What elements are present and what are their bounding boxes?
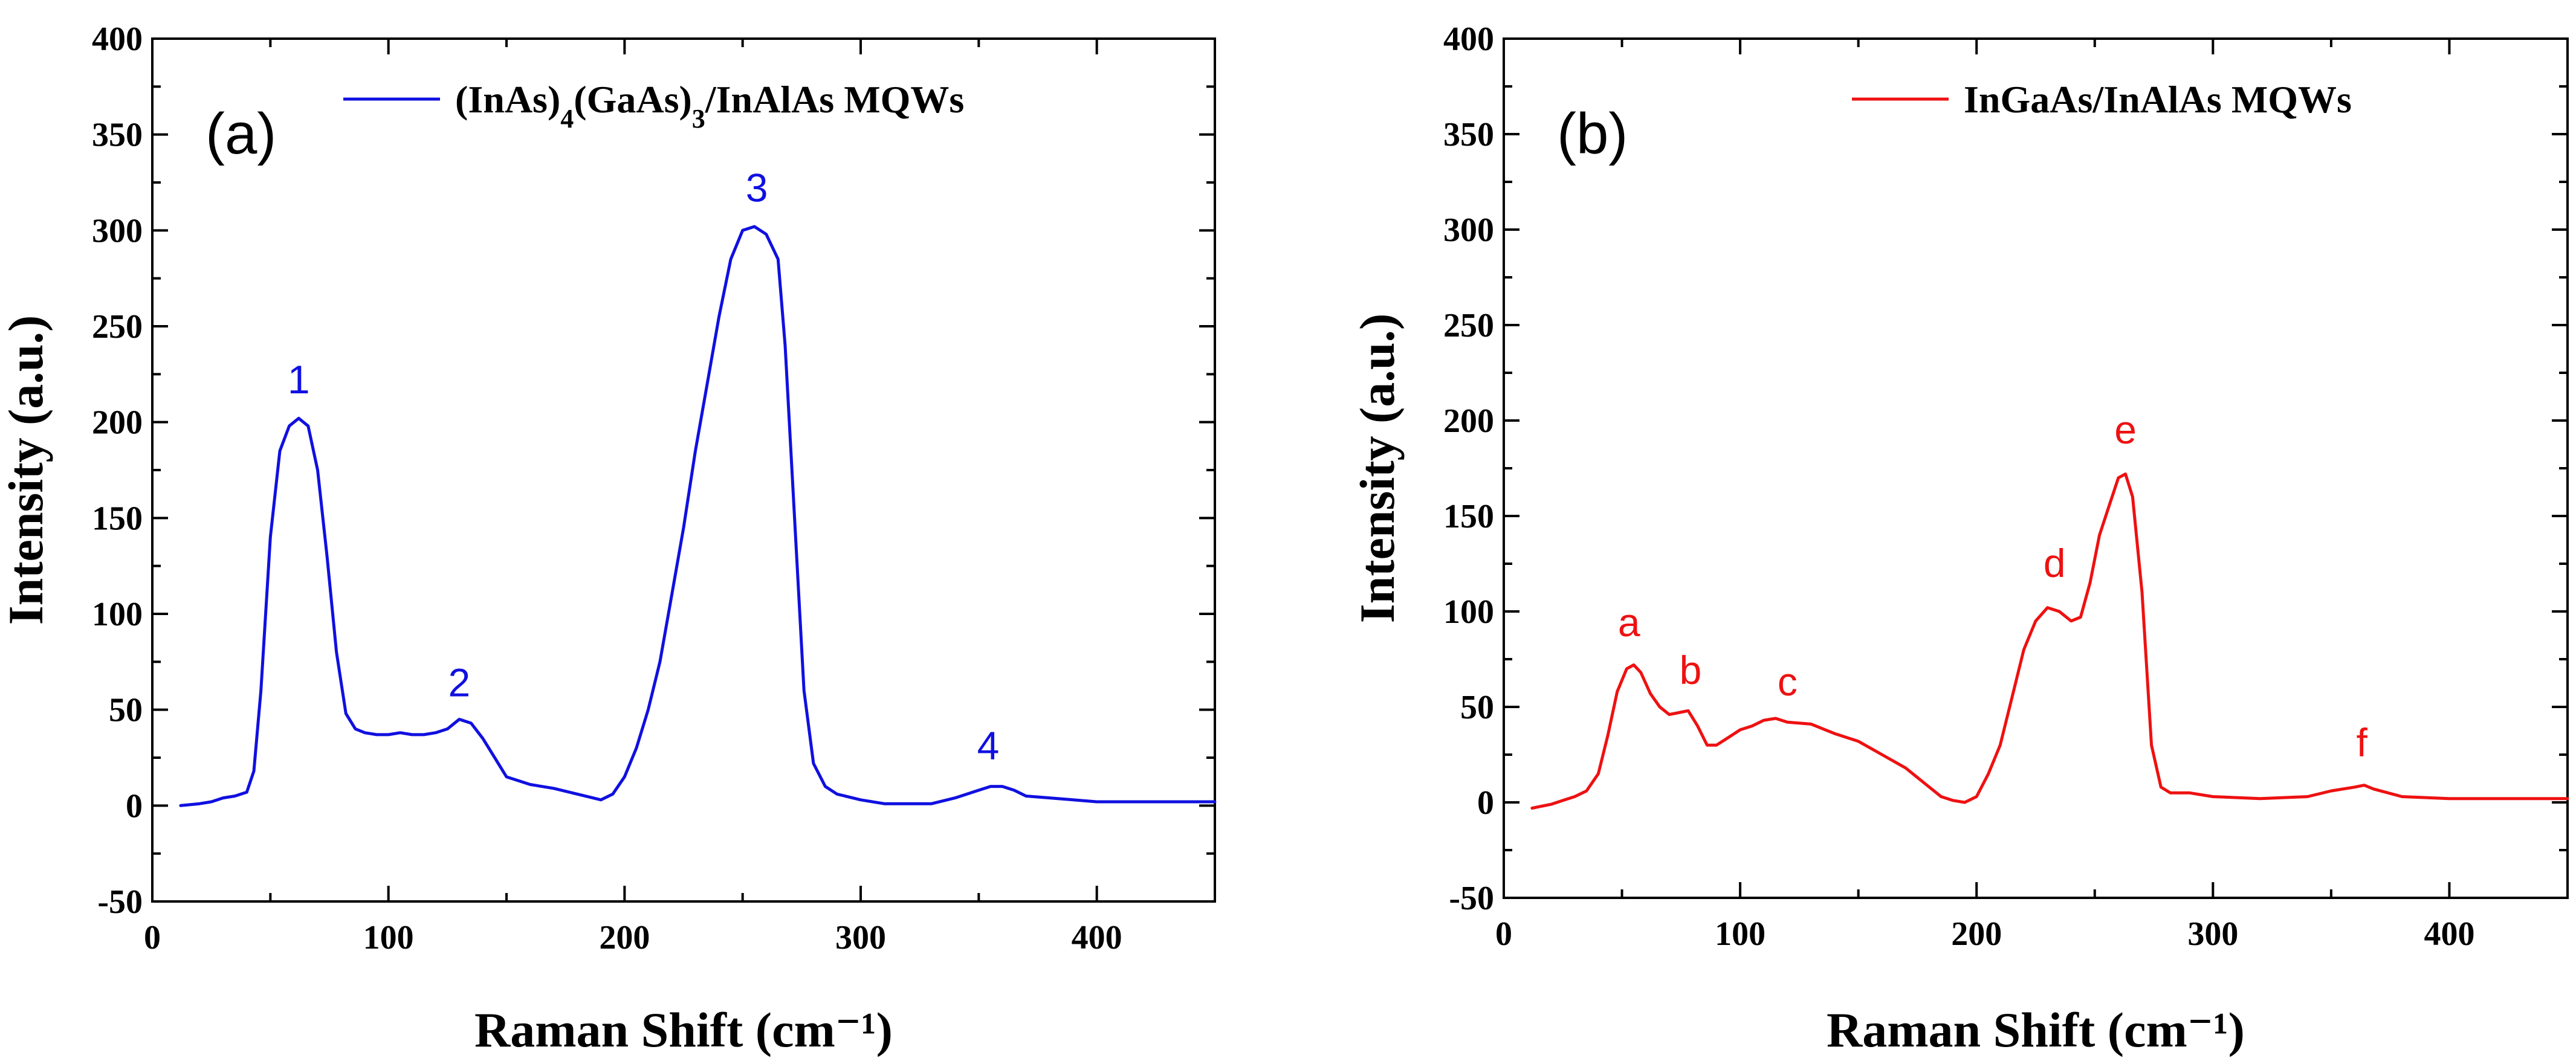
legend-part-a-1: 4 xyxy=(560,104,574,134)
y-tick-label-a--50: -50 xyxy=(97,883,143,921)
peak-label-a-3: 3 xyxy=(746,166,768,210)
x-tick-label-a-0: 0 xyxy=(144,919,161,956)
y-tick-label-a-350: 350 xyxy=(92,117,143,154)
x-axis-title-b: Raman Shift (cm⁻¹) xyxy=(1827,1002,2245,1057)
peak-label-b-c: c xyxy=(1778,659,1798,704)
legend-part-b-0: InGaAs/InAlAs MQWs xyxy=(1964,78,2352,121)
y-tick-label-b-300: 300 xyxy=(1443,211,1494,249)
x-tick-label-b-0: 0 xyxy=(1495,915,1512,953)
series-line-a-0 xyxy=(179,225,1217,807)
legend-text-a: (InAs)4(GaAs)3/InAlAs MQWs xyxy=(455,78,964,134)
peak-label-a-2: 2 xyxy=(448,660,471,704)
y-tick-label-a-0: 0 xyxy=(126,787,143,825)
peak-label-b-a: a xyxy=(1618,600,1640,645)
peak-label-b-d: d xyxy=(2044,541,2066,585)
panel-b-chart: 0 100 200 300 400-50050100150200250300350400… xyxy=(1350,21,2569,1057)
x-tick-label-b-100: 100 xyxy=(1715,915,1765,953)
x-tick-label-a-200: 200 xyxy=(599,919,650,956)
y-tick-label-b-0: 0 xyxy=(1477,784,1494,822)
legend-part-a-2: (GaAs) xyxy=(574,78,692,121)
y-tick-label-b--50: -50 xyxy=(1449,880,1494,917)
legend-part-a-4: /InAlAs MQWs xyxy=(705,78,965,121)
plot-frame-b xyxy=(1503,37,2569,899)
x-tick-label-a-100: 100 xyxy=(363,919,414,956)
x-tick-label-b-300: 300 xyxy=(2187,915,2238,953)
y-tick-label-b-200: 200 xyxy=(1443,402,1494,440)
y-axis-title-b: Intensity (a.u.) xyxy=(1350,314,1405,624)
panel-label-a: (a) xyxy=(205,102,276,166)
y-tick-label-a-100: 100 xyxy=(92,596,143,633)
plot-frame-a xyxy=(151,37,1216,903)
y-tick-label-b-250: 250 xyxy=(1443,307,1494,344)
y-tick-label-b-350: 350 xyxy=(1443,116,1494,153)
legend-part-a-3: 3 xyxy=(692,104,705,134)
legend-part-a-0: (InAs) xyxy=(455,78,560,121)
peak-label-a-1: 1 xyxy=(288,357,310,402)
y-tick-label-b-150: 150 xyxy=(1443,498,1494,535)
legend-text-b: InGaAs/InAlAs MQWs xyxy=(1964,78,2352,121)
y-tick-label-a-300: 300 xyxy=(92,212,143,250)
y-tick-label-a-400: 400 xyxy=(92,21,143,58)
y-tick-label-b-50: 50 xyxy=(1460,689,1494,726)
y-tick-label-a-150: 150 xyxy=(92,500,143,537)
peak-label-b-b: b xyxy=(1680,648,1702,692)
y-tick-label-a-50: 50 xyxy=(109,692,143,729)
y-tick-label-b-100: 100 xyxy=(1443,593,1494,631)
panel-label-b: (b) xyxy=(1557,102,1628,166)
peak-label-a-4: 4 xyxy=(977,723,1000,768)
x-tick-label-b-200: 200 xyxy=(1951,915,2002,953)
y-tick-label-a-200: 200 xyxy=(92,404,143,442)
panel-a-chart: 0 100 200 300 400-50050100150200250300350400… xyxy=(0,21,1217,1057)
series-line-b-0 xyxy=(1530,472,2569,810)
x-tick-label-a-400: 400 xyxy=(1072,919,1122,956)
y-tick-label-b-400: 400 xyxy=(1443,21,1494,58)
peak-label-b-f: f xyxy=(2357,720,2368,765)
peak-label-b-e: e xyxy=(2114,407,2137,452)
x-tick-label-b-400: 400 xyxy=(2424,915,2474,953)
x-axis-title-a: Raman Shift (cm⁻¹) xyxy=(474,1002,893,1057)
y-tick-label-a-250: 250 xyxy=(92,308,143,346)
y-axis-title-a: Intensity (a.u.) xyxy=(0,315,53,625)
x-tick-label-a-300: 300 xyxy=(835,919,886,956)
